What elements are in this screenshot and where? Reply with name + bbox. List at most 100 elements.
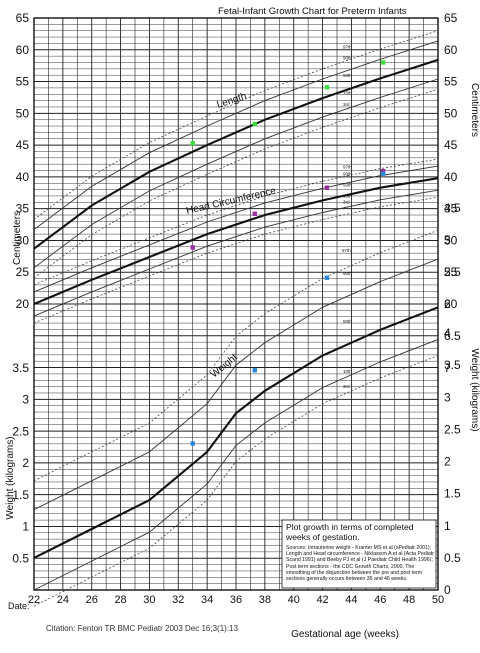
length-data-point [380, 60, 386, 65]
chart-title: Fetal-Infant Growth Chart for Preterm In… [218, 6, 407, 17]
head-circumference-percentile-curve [33, 189, 439, 317]
kg-tick-label-left: 0.5 [12, 551, 29, 565]
cm-tick-label-left: 60 [16, 43, 30, 57]
kg-tick-label-right-lower: 2.5 [444, 422, 461, 436]
cm-tick-label-right: 65 [444, 11, 458, 25]
weight-percentile-label: 10th [343, 369, 352, 374]
hc-percentile-label: 97th [343, 165, 352, 170]
x-tick-label: 38 [259, 594, 271, 606]
length-data-point [252, 121, 257, 127]
cm-tick-label-right: 40 [444, 170, 458, 184]
cm-tick-label-left: 20 [16, 297, 30, 311]
weight-percentile-curve [33, 258, 439, 511]
hc-percentile-label: 10th [343, 193, 352, 198]
length-curve-label: Length [216, 91, 248, 111]
length-data-point [190, 141, 195, 146]
weight-data-point [324, 275, 330, 280]
length-percentile-curve [33, 78, 439, 269]
cm-tick-label-left: 55 [16, 75, 30, 89]
cm-tick-label-right: 60 [444, 43, 458, 57]
x-tick-label: 42 [316, 594, 328, 606]
x-tick-label: 50 [432, 594, 444, 606]
curve-labels: Fetal-Infant Growth Chart for Preterm In… [185, 6, 407, 389]
weight-percentile-label: 90th [343, 271, 352, 276]
hc-percentile-label: 3rd [343, 200, 350, 205]
cm-tick-label-right: 55 [444, 75, 458, 89]
kg-tick-label-right-lower: 1 [444, 519, 451, 533]
cm-tick-label-right: 35 [444, 202, 458, 216]
cm-tick-label-right: 45 [444, 138, 458, 152]
kg-tick-label-right-upper: 5.5 [444, 265, 461, 279]
length-percentile-label: 10th [343, 90, 352, 95]
x-tick-label: 26 [86, 594, 98, 606]
x-tick-label: 36 [230, 594, 242, 606]
kg-tick-label-right-upper: 6.5 [444, 329, 461, 343]
weight-data-point [380, 171, 386, 176]
kg-tick-label-left: 1 [22, 520, 29, 534]
cm-tick-label-left: 35 [16, 202, 30, 216]
kg-tick-label-right-lower: 0 [444, 583, 451, 597]
head-circumference-percentile-curve [33, 196, 439, 324]
cm-tick-label-right: 50 [444, 106, 458, 120]
cm-tick-label-left: 30 [16, 233, 30, 247]
weight-percentile-curve [33, 306, 439, 559]
instruction-note: Plot growth in terms of completed weeks … [286, 522, 434, 582]
x-tick-label: 44 [345, 594, 357, 606]
kg-tick-label-left: 3 [22, 393, 29, 407]
kg-tick-label-left: 3.5 [12, 361, 29, 375]
x-tick-label: 30 [143, 594, 155, 606]
citation-text: Citation: Fenton TR BMC Pediatr 2003 Dec… [46, 624, 238, 633]
weight-percentile-label: 3rd [343, 384, 350, 389]
length-percentile-curve [33, 58, 439, 250]
chart-grid [33, 17, 439, 591]
weight-percentile-label: 50th [343, 319, 352, 324]
kg-axis-label-right: Weight (kilograms) [469, 348, 480, 431]
kg-tick-label-right-upper: 4.5 [444, 201, 461, 215]
kg-tick-label-right-upper: 7 [444, 361, 451, 375]
head-circumference-data-point [252, 211, 257, 216]
kg-tick-label-right-upper: 6 [444, 297, 451, 311]
cm-tick-label-left: 45 [16, 138, 30, 152]
cm-tick-label-left: 65 [16, 11, 30, 25]
length-percentile-label: 3rd [343, 102, 350, 107]
head-circumference-data-point [324, 185, 330, 190]
kg-tick-label-right-lower: 0.5 [444, 551, 461, 565]
kg-tick-label-right-lower: 2 [444, 455, 451, 469]
x-tick-label: 22 [28, 594, 40, 606]
plotted-points [190, 60, 386, 446]
head-circumference-percentile-curve [33, 177, 439, 305]
x-tick-label: 40 [288, 594, 300, 606]
hc-percentile-label: 90th [343, 172, 352, 177]
x-tick-label: 32 [172, 594, 184, 606]
kg-tick-label-left: 2.5 [12, 424, 29, 438]
x-axis-label: Gestational age (weeks) [291, 629, 399, 640]
percentile-curves [33, 30, 439, 607]
kg-tick-label-left: 1.5 [12, 488, 29, 502]
weight-data-point [190, 441, 195, 446]
note-box [281, 519, 437, 589]
head-circumference-percentile-curve [33, 158, 439, 286]
cm-axis-label-right: Centimeters [469, 83, 480, 137]
x-tick-label: 34 [201, 594, 213, 606]
date-label: Date: [8, 601, 30, 611]
x-tick-label: 48 [403, 594, 415, 606]
note-sources: Sources: Intrauterine weight - Kramer MS… [286, 545, 434, 583]
x-tick-label: 24 [57, 594, 69, 606]
head-circumference-curve-label: Head Circumference [185, 185, 277, 216]
head-circumference-percentile-curve [33, 165, 439, 293]
cm-tick-label-left: 50 [16, 106, 30, 120]
kg-tick-label-right-lower: 3 [444, 390, 451, 404]
kg-tick-label-right-lower: 4 [444, 326, 451, 340]
length-percentile-label: 97th [343, 45, 352, 50]
weight-percentile-curve [33, 229, 439, 482]
cm-axis-label-left: Centimeters [12, 211, 23, 265]
length-data-point [324, 85, 330, 90]
cm-tick-label-right: 30 [444, 233, 458, 247]
axis-tick-labels: 22 24 26 28 30 32 34 36 38 40 42 44 46 48 50Gestationa… [5, 11, 480, 640]
length-percentile-label: 90th [343, 55, 352, 60]
x-tick-label: 28 [114, 594, 126, 606]
head-circumference-data-point [190, 245, 195, 250]
length-percentile-curve [33, 40, 439, 230]
